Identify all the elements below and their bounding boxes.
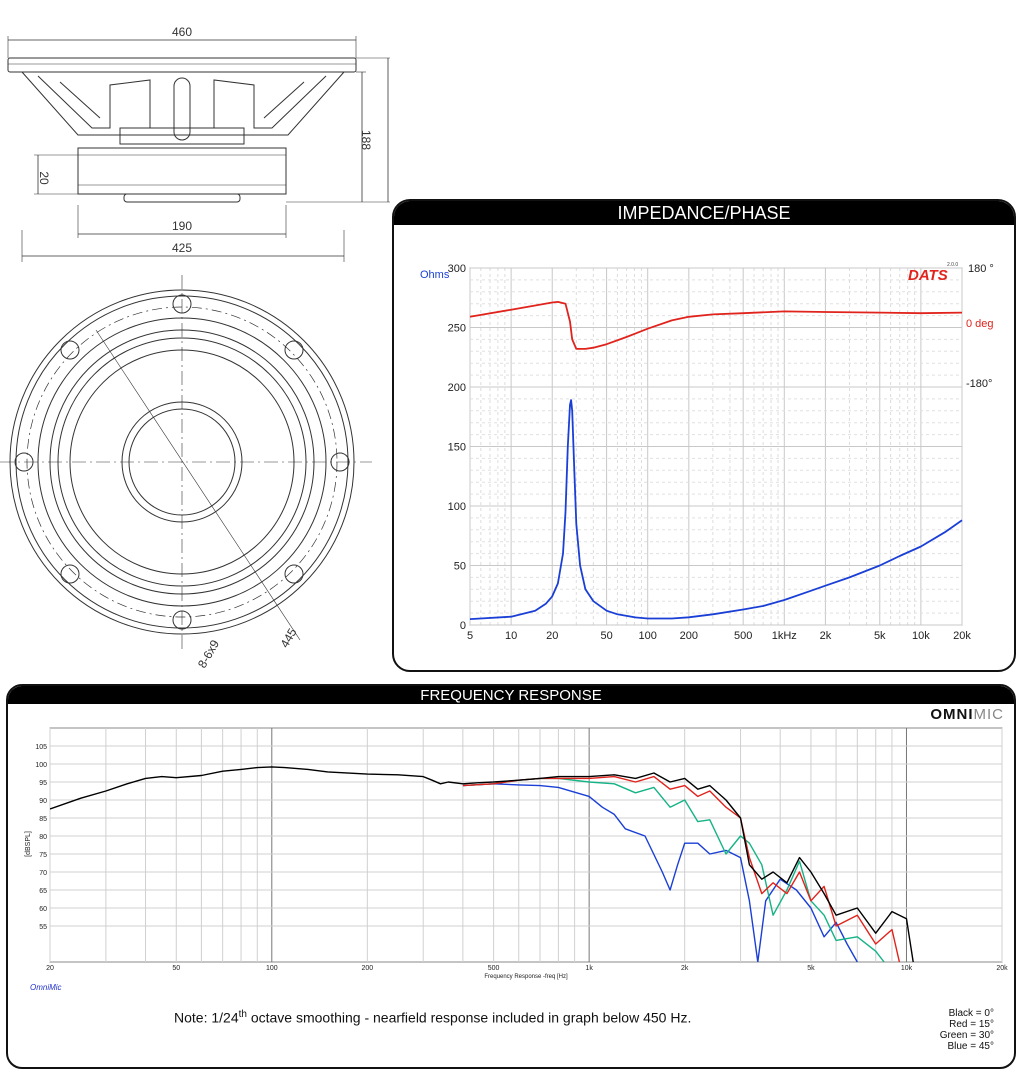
front-view (0, 275, 372, 650)
phase-bottom-label: -180° (966, 378, 992, 390)
frequency-y-tick-label: 105 (35, 744, 47, 751)
dim-mounting-diameter: 425 (172, 241, 192, 255)
legend-green: Green = 30° (939, 1030, 994, 1041)
frequency-y-tick-label: 85 (39, 816, 47, 823)
frequency-x-tick-label: 2k (681, 965, 689, 972)
impedance-x-tick-label: 100 (639, 630, 657, 642)
legend-red: Red = 15° (949, 1019, 994, 1030)
speaker-technical-drawing: 460 198 188 20 190 425 445 8-6x9 (0, 25, 392, 671)
impedance-x-tick-label: 20 (546, 630, 558, 642)
phase-zero-label: 0 deg (966, 318, 994, 330)
impedance-x-tick-label: 200 (680, 630, 698, 642)
frequency-x-tick-label: 20 (46, 965, 54, 972)
impedance-series-line (469, 399, 963, 620)
ohms-axis-label: Ohms (420, 269, 450, 281)
dim-overall-depth: 198 (389, 126, 392, 146)
omnimic-logo: OMNIMIC (930, 706, 1004, 723)
frequency-x-tick-label: 20k (996, 965, 1008, 972)
impedance-panel-title: IMPEDANCE/PHASE (394, 201, 1014, 225)
impedance-x-tick-label: 50 (600, 630, 612, 642)
impedance-x-tick-label: 5 (467, 630, 473, 642)
mounting-holes (14, 294, 350, 630)
impedance-x-tick-label: 20k (953, 630, 971, 642)
dats-version: 2.0.0 (947, 262, 958, 268)
impedance-x-tick-label: 10 (505, 630, 517, 642)
frequency-x-axis-label: Frequency Response -freq [Hz] (484, 974, 568, 980)
frequency-x-tick-label: 10k (901, 965, 913, 972)
frequency-y-tick-label: 95 (39, 780, 47, 787)
angle-legend: Black = 0° Red = 15° Green = 30° Blue = … (940, 1008, 994, 1052)
dim-holes: 8-6x9 (195, 637, 222, 670)
impedance-y-tick-label: 0 (460, 620, 466, 632)
impedance-y-tick-label: 150 (448, 442, 466, 454)
software-label: OmniMic (30, 983, 62, 992)
legend-black: Black = 0° (948, 1008, 994, 1019)
frequency-response-chart: 20 50 100 200 500 1k 2k 5k 10k 20k 55 60 65 70 75 80 85 9… (25, 727, 1008, 980)
impedance-x-tick-label: 500 (734, 630, 752, 642)
impedance-x-tick-label: 2k (820, 630, 832, 642)
legend-blue: Blue = 45° (947, 1041, 994, 1052)
frequency-x-tick-label: 50 (172, 965, 180, 972)
frequency-series-line (50, 766, 914, 962)
frequency-x-tick-label: 1k (585, 965, 593, 972)
impedance-phase-panel: IMPEDANCE/PHASE 5 10 20 50 100 200 500 1kHz 2k 5k… (392, 199, 1016, 672)
frequency-y-tick-label: 80 (39, 834, 47, 841)
impedance-y-tick-label: 100 (448, 501, 466, 513)
frequency-y-tick-label: 65 (39, 888, 47, 895)
dim-basket-depth: 188 (359, 130, 373, 150)
dim-magnet-height: 20 (37, 171, 51, 185)
dim-overall-diameter: 460 (172, 25, 192, 39)
dim-bolt-circle: 445 (277, 626, 299, 651)
impedance-x-tick-label: 5k (874, 630, 886, 642)
phase-top-label: 180 ° (968, 263, 994, 275)
frequency-y-tick-label: 60 (39, 906, 47, 913)
frequency-series-line (462, 783, 858, 962)
frequency-series-line (462, 775, 901, 962)
impedance-y-tick-label: 250 (448, 323, 466, 335)
side-view (7, 36, 390, 262)
impedance-y-tick-label: 300 (448, 263, 466, 275)
frequency-y-tick-label: 70 (39, 870, 47, 877)
frequency-y-axis-label: [dBSPL] (25, 831, 32, 857)
impedance-x-tick-label: 10k (912, 630, 930, 642)
frequency-panel-title: FREQUENCY RESPONSE (8, 686, 1014, 704)
smoothing-note: Note: 1/24th octave smoothing - nearfiel… (174, 1009, 692, 1026)
dats-logo: DATS (908, 267, 948, 284)
impedance-y-tick-label: 50 (454, 561, 466, 573)
impedance-y-tick-label: 200 (448, 382, 466, 394)
frequency-x-tick-label: 500 (488, 965, 500, 972)
frequency-y-tick-label: 100 (35, 762, 47, 769)
dim-magnet-diameter: 190 (172, 219, 192, 233)
impedance-chart: 5 10 20 50 100 200 500 1kHz 2k 5k 10k 20k 0 50 100 150 2… (420, 262, 994, 642)
frequency-response-panel: FREQUENCY RESPONSE OMNIMIC 20 50 100 200 500… (6, 684, 1016, 1069)
frequency-y-tick-label: 55 (39, 924, 47, 931)
impedance-x-tick-label: 1kHz (772, 630, 797, 642)
frequency-plot-area (49, 727, 1003, 963)
phase-series-line (469, 301, 963, 350)
frequency-x-tick-label: 100 (266, 965, 278, 972)
frequency-y-tick-label: 75 (39, 852, 47, 859)
frequency-x-tick-label: 200 (361, 965, 373, 972)
frequency-y-tick-label: 90 (39, 798, 47, 805)
frequency-x-tick-label: 5k (807, 965, 815, 972)
